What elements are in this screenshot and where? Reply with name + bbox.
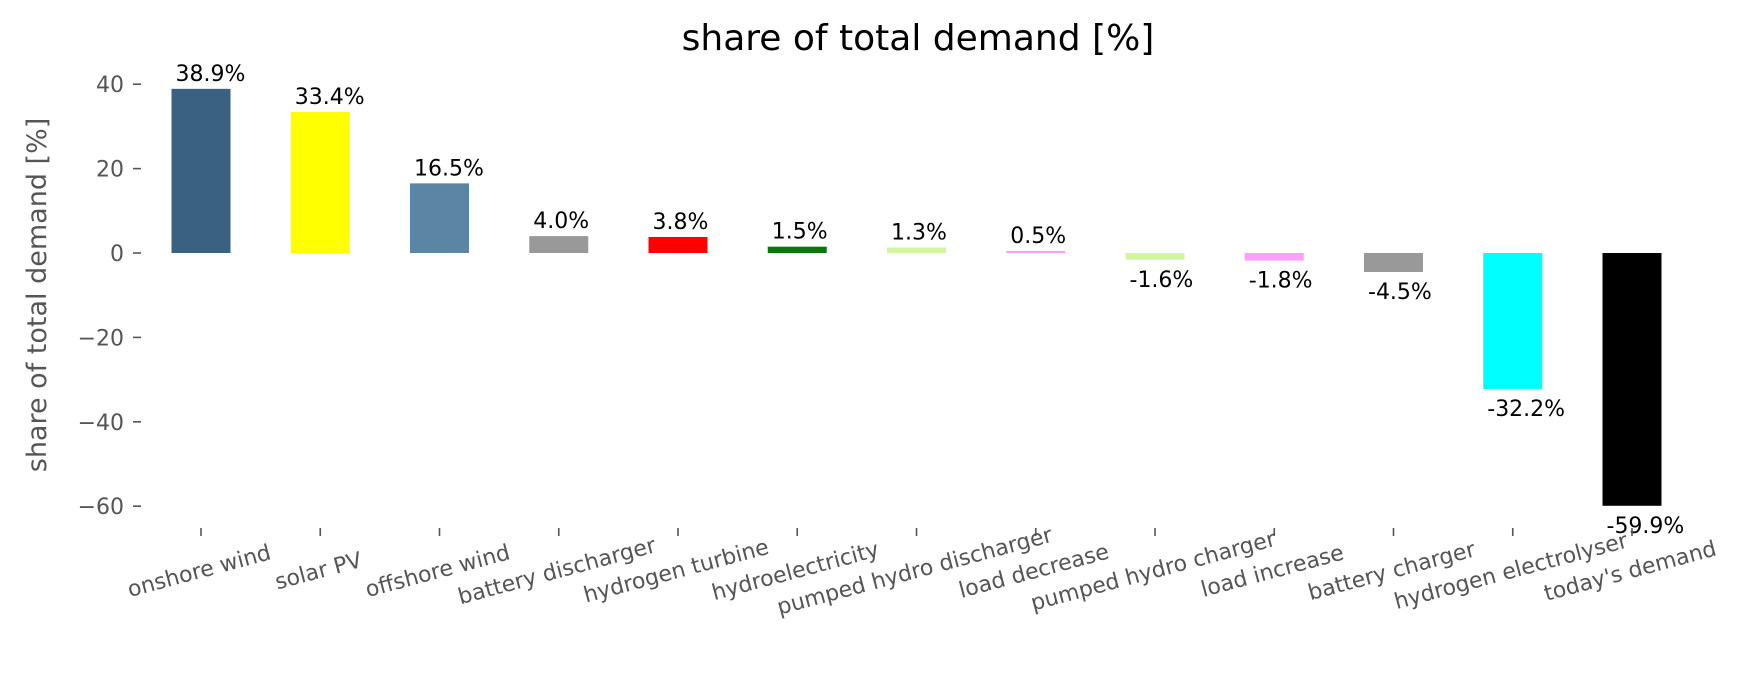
y-tick-label: −60 [78, 495, 124, 520]
y-tick-label: −20 [78, 326, 124, 351]
bar [1483, 253, 1543, 389]
data-label: 1.5% [772, 220, 828, 245]
bar [767, 246, 827, 253]
y-axis-label: share of total demand [%] [22, 118, 53, 473]
y-tick-label: 0 [110, 242, 124, 267]
bars: 38.9% 33.4% 16.5% 4.0% 3.8% 1.5% 1.3% 0.5% -1.6%… [171, 62, 1685, 539]
x-tick-label: onshore wind [125, 541, 274, 603]
bar [887, 247, 946, 253]
bar [1364, 253, 1423, 272]
y-tick-label: 20 [96, 158, 124, 183]
data-label: -1.8% [1249, 269, 1313, 294]
bar [290, 112, 350, 253]
y-tick-label: −40 [78, 411, 124, 436]
data-label: -4.5% [1368, 280, 1432, 305]
data-label: -59.9% [1607, 514, 1685, 539]
data-label: 4.0% [533, 209, 589, 234]
x-tick-label: solar PV [272, 548, 364, 595]
y-axis: 40 20 0 −20 −40 −60 [78, 73, 141, 520]
chart-title: share of total demand [%] [682, 18, 1155, 59]
data-label: 1.3% [891, 221, 947, 246]
bar [1244, 253, 1304, 261]
bar [1006, 250, 1066, 253]
data-label: -32.2% [1487, 397, 1565, 422]
data-label: 38.9% [176, 62, 246, 87]
bar [1602, 253, 1662, 506]
data-label: 16.5% [414, 156, 484, 181]
bar [410, 183, 469, 253]
bar [529, 236, 589, 253]
bar [171, 88, 231, 253]
y-tick-label: 40 [96, 73, 124, 98]
data-label: 3.8% [653, 210, 709, 235]
bar [648, 236, 708, 253]
data-label: -1.6% [1130, 268, 1194, 293]
data-label: 33.4% [295, 85, 365, 110]
bar [1125, 253, 1185, 260]
data-label: 0.5% [1010, 224, 1066, 249]
